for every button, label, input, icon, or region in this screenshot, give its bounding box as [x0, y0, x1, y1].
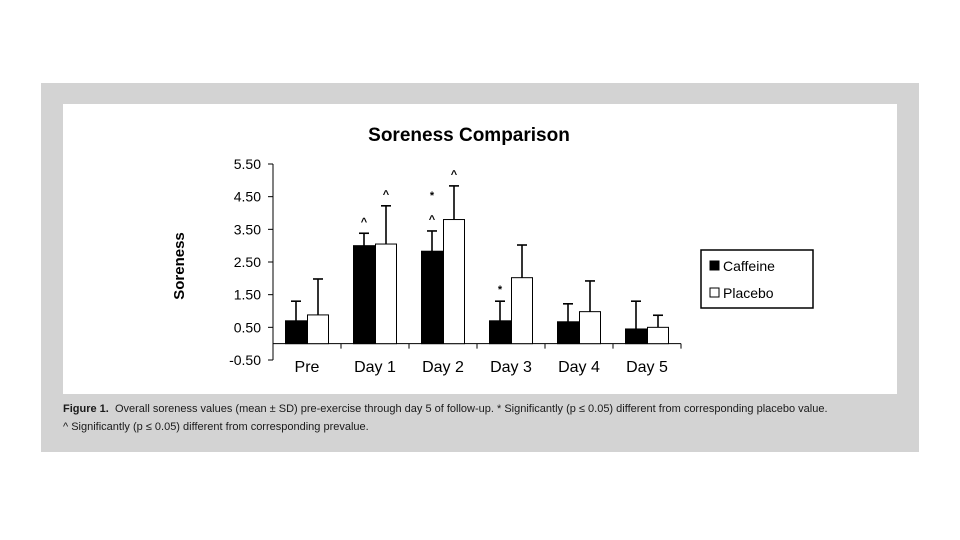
placebo-bar	[579, 311, 601, 345]
y-tick-label: 0.50	[234, 319, 261, 335]
y-tick-label: 5.50	[234, 156, 261, 172]
y-tick-label: 3.50	[234, 221, 261, 237]
y-tick-label: 1.50	[234, 287, 261, 303]
caffeine-legend-label: Caffeine	[723, 258, 775, 274]
chart-title: Soreness Comparison	[368, 125, 570, 146]
caffeine-bar	[557, 321, 579, 345]
figure-caption-line-1: Figure 1. Overall soreness values (mean …	[63, 403, 913, 415]
placebo-bar	[375, 243, 397, 345]
y-tick-label: -0.50	[229, 352, 261, 368]
legend-box	[700, 249, 814, 309]
placebo-bar	[307, 314, 329, 345]
x-category-label: Day 2	[422, 359, 464, 376]
placebo-legend-swatch	[709, 287, 720, 298]
caption-text-2: ^ Significantly (p ≤ 0.05) different fro…	[63, 421, 369, 433]
y-tick-label: 4.50	[234, 189, 261, 205]
caffeine-bar	[285, 320, 307, 345]
x-category-label: Day 5	[626, 359, 668, 376]
caffeine-bar	[625, 328, 647, 345]
placebo-legend-label: Placebo	[723, 285, 774, 301]
x-category-label: Pre	[295, 359, 320, 376]
caffeine-bar	[489, 320, 511, 345]
significance-marker: *	[430, 190, 435, 202]
figure-caption-line-2: ^ Significantly (p ≤ 0.05) different fro…	[63, 421, 913, 433]
significance-marker: ^	[429, 214, 436, 226]
y-tick-label: 2.50	[234, 254, 261, 270]
significance-marker: ^	[383, 189, 390, 201]
caption-text-1: Overall soreness values (mean ± SD) pre-…	[114, 403, 828, 415]
figure-label: Figure 1.	[63, 403, 109, 415]
placebo-bar	[511, 277, 533, 345]
placebo-bar	[443, 219, 465, 345]
placebo-bar	[647, 326, 669, 345]
significance-marker: ^	[451, 169, 458, 181]
caffeine-bar	[421, 250, 443, 345]
y-axis-label: Soreness	[171, 232, 188, 300]
caffeine-legend-swatch	[709, 260, 720, 271]
x-category-label: Day 1	[354, 359, 396, 376]
significance-marker: *	[498, 284, 503, 296]
chart-area: Soreness Comparison Soreness 5.50 4.50 3.5…	[63, 104, 897, 394]
significance-marker: ^	[361, 216, 368, 228]
caffeine-bar	[353, 245, 375, 345]
x-category-label: Day 4	[558, 359, 600, 376]
soreness-chart: Soreness Comparison Soreness 5.50 4.50 3.5…	[171, 125, 814, 376]
x-category-label: Day 3	[490, 359, 532, 376]
